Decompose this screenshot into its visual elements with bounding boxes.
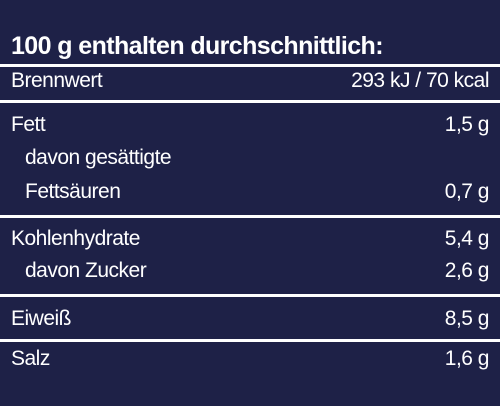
divider	[0, 64, 500, 67]
divider	[0, 215, 500, 218]
value-kohlenhydrate: 5,4 g	[444, 227, 490, 250]
label-gesaettigte: davon gesättigte	[25, 146, 172, 169]
row-gesaettigte: davon gesättigte	[11, 146, 489, 176]
value-brennwert: 293 kJ / 70 kcal	[351, 69, 489, 92]
table-header: 100 g enthalten durchschnittlich:	[11, 32, 384, 60]
label-fett: Fett	[11, 113, 46, 136]
value-salz: 1,6 g	[444, 347, 490, 370]
value-eiweiss: 8,5 g	[444, 307, 490, 330]
row-zucker: davon Zucker 2,6 g	[11, 259, 490, 289]
row-fett: Fett 1,5 g	[11, 113, 490, 143]
label-brennwert: Brennwert	[11, 69, 103, 92]
value-zucker: 2,6 g	[444, 259, 490, 282]
label-kohlenhydrate: Kohlenhydrate	[11, 227, 140, 250]
label-fettsaeuren: Fettsäuren	[25, 180, 121, 203]
row-salz: Salz 1,6 g	[11, 347, 490, 377]
label-zucker: davon Zucker	[25, 259, 147, 282]
row-brennwert: Brennwert 293 kJ / 70 kcal	[11, 69, 489, 99]
divider	[0, 100, 500, 103]
value-fett: 1,5 g	[444, 113, 490, 136]
row-eiweiss: Eiweiß 8,5 g	[11, 307, 490, 337]
label-eiweiss: Eiweiß	[11, 307, 72, 330]
divider	[0, 294, 500, 297]
divider	[0, 339, 500, 342]
row-kohlenhydrate: Kohlenhydrate 5,4 g	[11, 227, 490, 257]
row-fettsaeuren: Fettsäuren 0,7 g	[11, 180, 490, 210]
label-salz: Salz	[11, 347, 50, 370]
value-fettsaeuren: 0,7 g	[444, 180, 490, 203]
